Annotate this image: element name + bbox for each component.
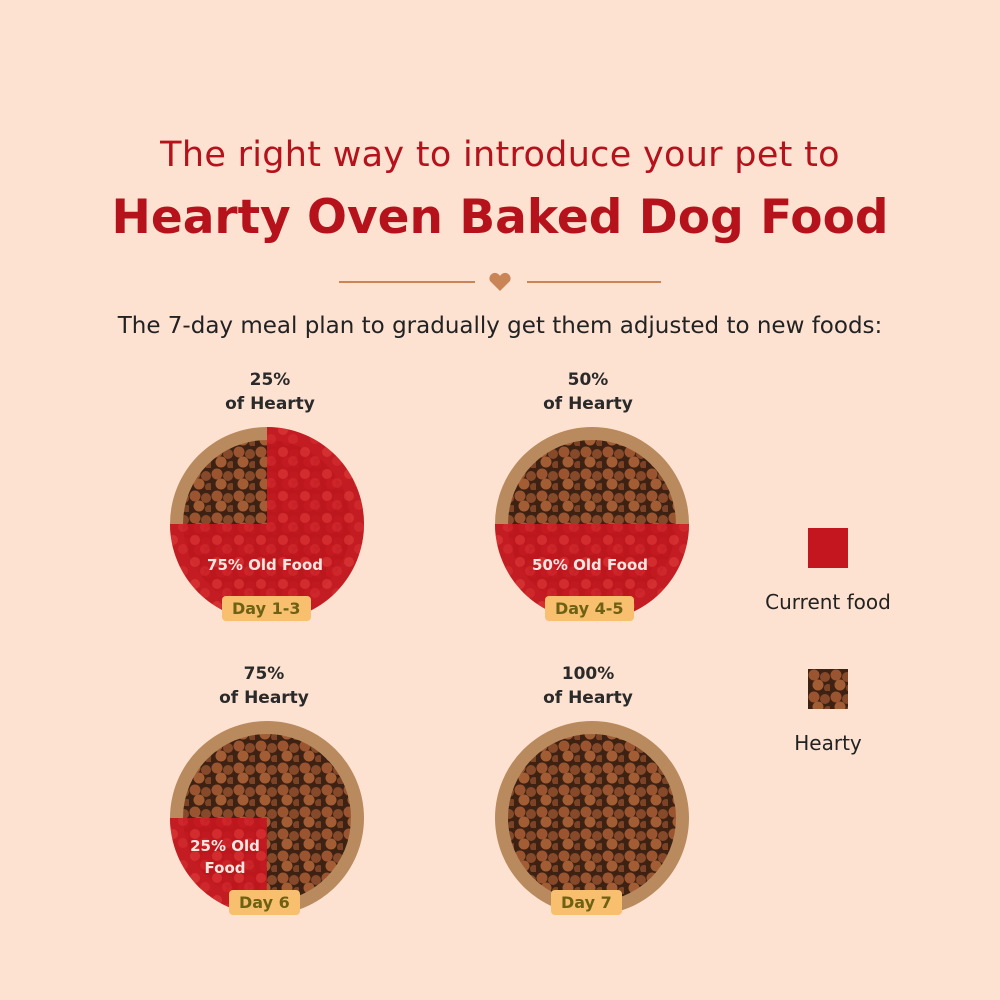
day-badge: Day 6: [229, 890, 300, 915]
bowl-day-4-5: [495, 427, 689, 621]
subtitle: The 7-day meal plan to gradually get the…: [117, 313, 883, 339]
day-badge: Day 7: [551, 890, 622, 915]
old-food-label: 50% Old Food: [532, 556, 648, 574]
heart-icon: [489, 272, 511, 291]
legend-current-swatch: [808, 528, 848, 568]
day-badge: Day 4-5: [545, 596, 634, 621]
bowl-day-1-3: [170, 427, 364, 621]
old-food-label: 75% Old Food: [207, 556, 323, 574]
title-line-1: The right way to introduce your pet to: [160, 135, 840, 175]
day-badge: Day 1-3: [222, 596, 311, 621]
legend-hearty-swatch: [808, 669, 848, 709]
bowl-day-7: [495, 721, 689, 915]
step-3-label: 75% of Hearty: [219, 664, 309, 708]
step-1-label: 25% of Hearty: [225, 370, 315, 414]
step-4-label: 100% of Hearty: [543, 664, 633, 708]
legend-hearty-label: Hearty: [794, 731, 862, 755]
step-2-label: 50% of Hearty: [543, 370, 633, 414]
old-food-portion: [495, 524, 689, 621]
heart-divider: [339, 272, 661, 291]
old-food-portion: [170, 427, 364, 621]
legend-current-label: Current food: [765, 590, 891, 614]
title-line-2: Hearty Oven Baked Dog Food: [111, 190, 889, 245]
bowl-day-6: [170, 721, 364, 915]
old-food-label: 25% Old Food: [190, 837, 260, 877]
